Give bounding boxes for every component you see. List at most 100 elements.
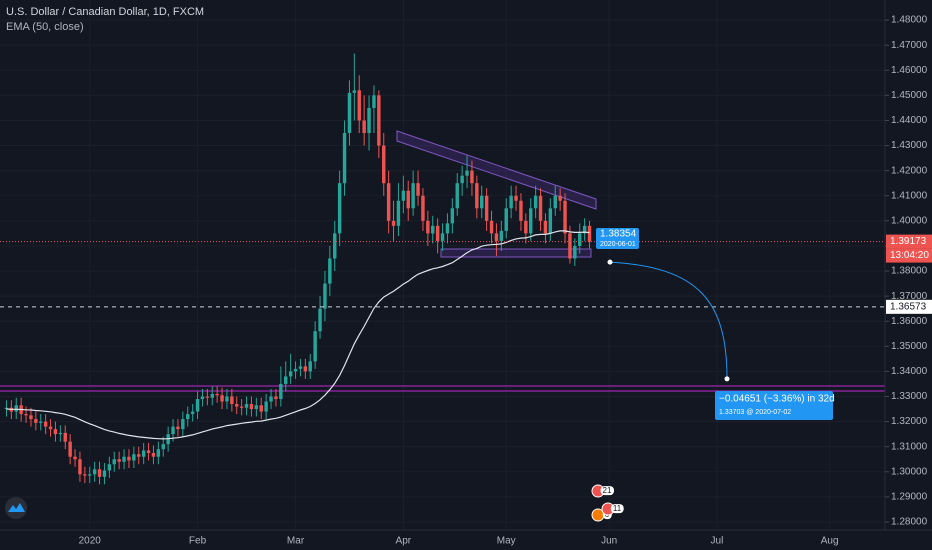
candle-body [220,395,224,402]
candle-body [279,383,283,400]
candle-body [543,220,548,234]
candle-body [78,459,82,475]
candle-body [225,396,229,402]
ema-line [6,230,590,440]
candle-body [524,220,528,234]
axis: 1.48000 1.47000 1.46000 1.45000 1.44000 1.430… [79,15,928,547]
y-tick-label: 1.37000 [891,291,928,302]
logo-circle[interactable] [5,497,27,519]
horizontal-line-box [886,299,932,314]
projection-change: −0.04651 (−3.36%) in 32d [719,394,835,405]
candle-body [97,469,102,477]
y-tick-label: 1.33000 [891,391,928,402]
candle-body [29,415,33,420]
candle-body [156,449,161,457]
candle-body [127,456,131,461]
candle-body [377,95,381,146]
candle-body [43,421,48,427]
x-tick-label: Feb [189,536,207,547]
candle-body [357,90,361,121]
candle-body [558,195,562,201]
y-tick-label: 1.45000 [891,90,928,101]
candle-body [538,195,543,221]
x-tick-label: Jun [601,536,617,547]
candle-body [137,454,141,457]
candle-body [391,220,396,226]
candle-body [210,393,214,398]
candle-body [337,183,342,234]
candle-body [200,396,205,400]
candle-body [288,371,293,377]
candle-body [48,426,53,430]
candle-body [401,190,406,201]
y-tick-label: 1.29000 [891,492,928,503]
y-tick-label: 1.47000 [891,40,928,51]
candle-body [53,429,58,435]
candle-body [411,183,415,209]
candle-body [181,419,185,430]
x-tick-label: May [497,536,516,547]
projection-target: 1.33703 @ 2020-07-02 [719,409,791,416]
x-tick-label: Aug [821,536,839,547]
candle-body [239,406,244,408]
candle-body [215,393,219,396]
candle-body [112,459,116,465]
candle-body [122,456,126,462]
candle-body [186,414,190,420]
horizontal-line-label: 1.36573 [890,301,927,312]
projection-start-box [596,228,639,249]
candle-body [102,470,107,477]
candle-body [117,459,121,462]
y-tick-label: 1.48000 [891,15,928,26]
candle-body [509,195,513,209]
candle-body [362,120,366,134]
y-tick-label: 1.30000 [891,466,928,477]
candle-body [293,368,298,372]
y-tick-label: 1.28000 [891,517,928,528]
logo-mark[interactable] [8,503,25,512]
candle-body [284,376,288,384]
candle-body [499,230,504,241]
candle-body [63,432,67,442]
candle-body [367,107,371,134]
candle-body [435,225,440,241]
y-tick-label: 1.42000 [891,165,928,176]
y-tick-label: 1.34000 [891,366,928,377]
candle-body [244,404,249,408]
grid [0,0,885,530]
candle-body [333,233,337,259]
candle-body [484,195,489,221]
projection-start-price: 1.38354 [600,229,637,240]
candle-body [171,426,175,435]
candle-body [519,200,523,221]
candle-body [235,404,239,407]
candle-body [249,404,254,410]
candle-body [107,464,112,471]
candle-body [514,195,518,201]
candle-body [318,308,322,332]
y-tick-label: 1.36000 [891,316,928,327]
countdown-label: 13:04:20 [890,250,929,261]
candle-body [416,183,420,196]
candle-body [489,220,494,234]
event-count-bg [610,504,624,514]
candle-body [440,233,445,241]
candle-body [205,396,210,398]
resistance-channel [396,130,597,210]
candle-body [465,170,469,176]
candle-body [308,361,312,372]
candle-body [259,405,263,412]
candle-body [455,183,459,209]
indicator-label: EMA (50, close) [6,21,84,33]
candle-body [568,233,572,259]
candle-body [352,90,357,93]
candle-body [58,432,63,435]
candle-body [372,95,376,108]
logo[interactable] [5,497,27,519]
candle-body [342,133,347,184]
plot [4,53,592,485]
candle-body [34,419,38,423]
candle-body [563,200,567,234]
candle-body [14,405,18,412]
